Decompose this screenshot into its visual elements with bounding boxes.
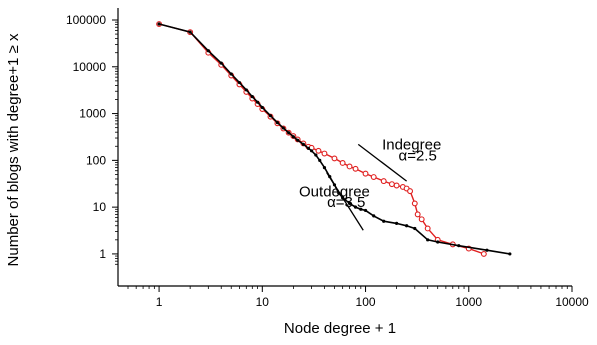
x-tick-label: 1000 bbox=[455, 295, 482, 309]
y-axis-label: Number of blogs with degree+1 ≥ x bbox=[5, 33, 22, 266]
x-tick-label: 10 bbox=[256, 295, 270, 309]
outdegree-point bbox=[206, 49, 210, 53]
outdegree-point bbox=[395, 221, 399, 225]
x-axis-label: Node degree + 1 bbox=[284, 320, 396, 337]
outdegree-point bbox=[268, 114, 273, 118]
outdegree-point bbox=[363, 208, 368, 213]
outdegree-point bbox=[244, 88, 248, 92]
y-tick-label: 1 bbox=[99, 247, 106, 261]
indegree-slope bbox=[357, 143, 408, 182]
outdegree-point bbox=[291, 135, 295, 139]
outdegree-point bbox=[157, 22, 161, 26]
indegree-point bbox=[407, 188, 414, 195]
outdegree-point bbox=[306, 146, 311, 151]
indegree-point bbox=[424, 225, 431, 232]
outdegree-point bbox=[188, 30, 192, 34]
outdegree-point bbox=[457, 244, 461, 248]
outdegree-point bbox=[332, 183, 337, 187]
indegree-point bbox=[393, 182, 400, 189]
y-tick-label: 1000 bbox=[79, 107, 106, 121]
y-tick-label: 10000 bbox=[73, 60, 107, 74]
indegree-point bbox=[362, 170, 369, 177]
outdegree-point bbox=[318, 158, 322, 162]
outdegree-point bbox=[436, 240, 440, 244]
outdegree-point bbox=[219, 61, 223, 65]
indegree-point bbox=[315, 147, 322, 154]
outdegree-point bbox=[309, 149, 314, 153]
outdegree-point bbox=[347, 201, 352, 206]
outdegree-point bbox=[405, 224, 409, 228]
outdegree-point bbox=[229, 72, 233, 76]
outdegree-point bbox=[250, 95, 254, 99]
outdegree-point bbox=[341, 195, 345, 200]
indegree-point bbox=[321, 150, 328, 157]
annotation-label: α=2.5 bbox=[399, 147, 437, 164]
x-tick-label: 100 bbox=[356, 295, 376, 309]
outdegree-point bbox=[237, 80, 242, 85]
outdegree-line bbox=[158, 23, 510, 255]
outdegree-point bbox=[296, 138, 300, 142]
outdegree-point bbox=[353, 205, 358, 209]
axes bbox=[117, 8, 572, 287]
outdegree-series bbox=[157, 22, 512, 256]
indegree-point bbox=[418, 216, 425, 223]
outdegree-point bbox=[275, 121, 279, 125]
annotation-label: Indegree bbox=[382, 137, 441, 154]
indegree-point bbox=[380, 178, 387, 185]
x-tick-label: 10000 bbox=[555, 295, 589, 309]
indegree-point bbox=[480, 250, 487, 257]
indegree-point bbox=[388, 181, 395, 188]
outdegree-point bbox=[372, 214, 376, 218]
indegree-point bbox=[414, 211, 421, 218]
outdegree-point bbox=[255, 100, 260, 104]
indegree-point bbox=[352, 165, 359, 172]
indegree-point bbox=[411, 200, 418, 207]
outdegree-point bbox=[328, 174, 332, 179]
outdegree-point bbox=[281, 126, 285, 130]
y-tick-label: 100 bbox=[86, 153, 106, 167]
indegree-point bbox=[370, 174, 377, 180]
indegree-point bbox=[346, 163, 353, 170]
outdegree-point bbox=[314, 153, 318, 157]
series bbox=[156, 21, 512, 257]
ticks: 1 10 100 1000 10000 1 10 100 1000 10000 100000 bbox=[66, 13, 589, 309]
outdegree-point bbox=[322, 165, 327, 170]
indegree-point bbox=[339, 159, 346, 166]
annotation-label: Outdegree bbox=[299, 183, 370, 200]
outdegree-point bbox=[337, 191, 341, 195]
indegree-point bbox=[331, 155, 338, 162]
outdegree-point bbox=[426, 238, 430, 242]
outdegree-point bbox=[359, 207, 363, 211]
outdegree-point bbox=[485, 248, 489, 252]
x-tick-label: 1 bbox=[156, 295, 163, 309]
outdegree-point bbox=[287, 131, 291, 135]
annotation-label: α=3.5 bbox=[327, 194, 365, 211]
y-tick-label: 10 bbox=[93, 200, 107, 214]
outdegree-point bbox=[301, 142, 305, 146]
y-tick-label: 100000 bbox=[66, 13, 106, 27]
outdegree-point bbox=[508, 252, 512, 256]
outdegree-point bbox=[413, 226, 417, 231]
outdegree-point bbox=[260, 105, 264, 110]
outdegree-point bbox=[382, 219, 386, 223]
